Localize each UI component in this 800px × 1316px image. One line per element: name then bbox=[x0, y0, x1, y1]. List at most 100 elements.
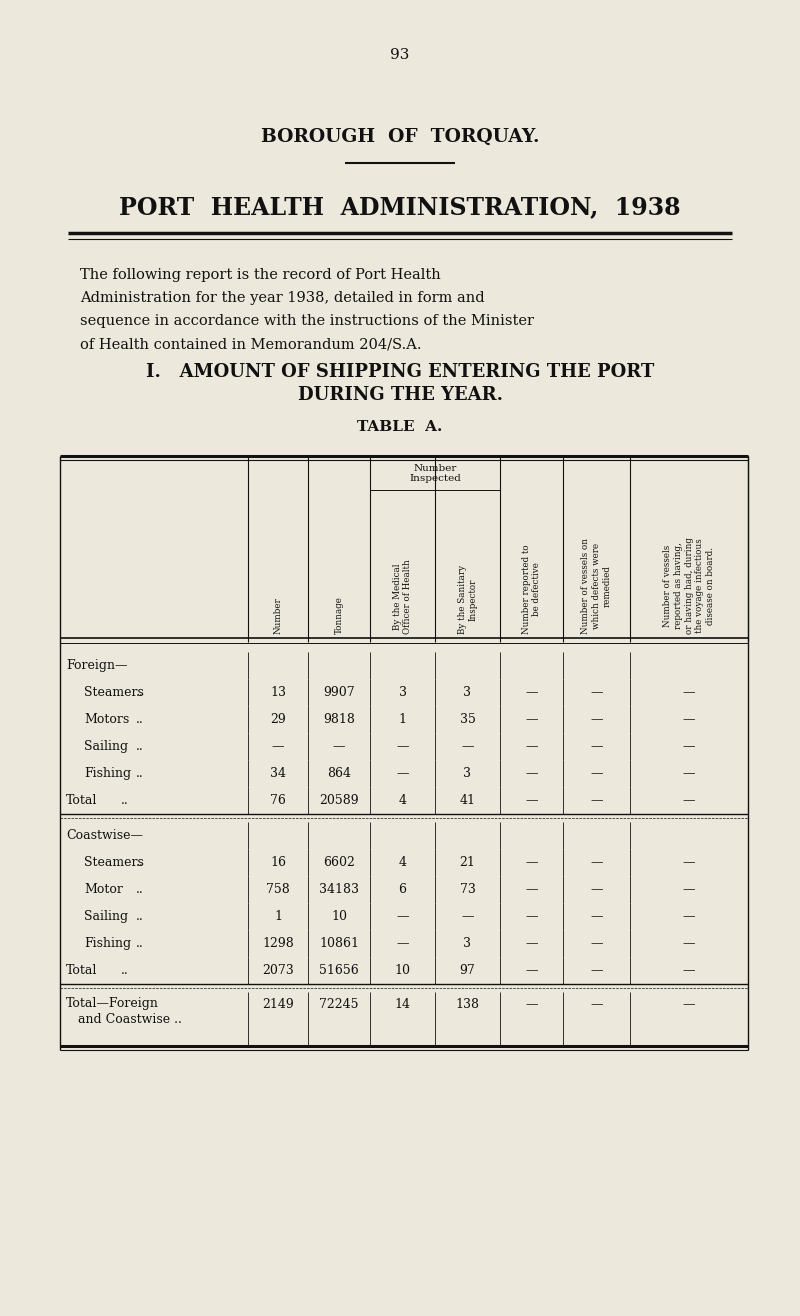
Text: 9818: 9818 bbox=[323, 713, 355, 726]
Text: 3: 3 bbox=[463, 686, 471, 699]
Text: I.   AMOUNT OF SHIPPING ENTERING THE PORT: I. AMOUNT OF SHIPPING ENTERING THE PORT bbox=[146, 363, 654, 382]
Text: —: — bbox=[682, 767, 695, 780]
Text: By the Sanitary
Inspector: By the Sanitary Inspector bbox=[458, 565, 478, 634]
Text: ..: .. bbox=[136, 855, 144, 869]
Text: 34183: 34183 bbox=[319, 883, 359, 896]
Text: 4: 4 bbox=[398, 794, 406, 807]
Text: —: — bbox=[526, 883, 538, 896]
Text: 93: 93 bbox=[390, 47, 410, 62]
Text: PORT  HEALTH  ADMINISTRATION,  1938: PORT HEALTH ADMINISTRATION, 1938 bbox=[119, 195, 681, 218]
Text: —: — bbox=[462, 909, 474, 923]
Text: —: — bbox=[682, 740, 695, 753]
Text: 10861: 10861 bbox=[319, 937, 359, 950]
Text: —: — bbox=[682, 937, 695, 950]
Text: ..: .. bbox=[136, 767, 144, 780]
Text: —: — bbox=[526, 965, 538, 976]
Text: —: — bbox=[526, 740, 538, 753]
Text: —: — bbox=[590, 794, 602, 807]
Text: —: — bbox=[272, 740, 284, 753]
Text: 35: 35 bbox=[459, 713, 475, 726]
Text: —: — bbox=[526, 767, 538, 780]
Text: Number of vessels
reported as having,
or having had, during
the voyage infectiou: Number of vessels reported as having, or… bbox=[663, 537, 715, 634]
Text: ..: .. bbox=[136, 883, 144, 896]
Text: —: — bbox=[590, 686, 602, 699]
Text: 72245: 72245 bbox=[319, 999, 358, 1012]
Text: ..: .. bbox=[136, 740, 144, 753]
Text: Steamers: Steamers bbox=[84, 686, 144, 699]
Text: 3: 3 bbox=[398, 686, 406, 699]
Text: ..: .. bbox=[136, 713, 144, 726]
Text: —: — bbox=[526, 794, 538, 807]
Text: Number reported to
be defective: Number reported to be defective bbox=[522, 545, 542, 634]
Text: 1: 1 bbox=[398, 713, 406, 726]
Text: Foreign—: Foreign— bbox=[66, 659, 127, 672]
Text: 864: 864 bbox=[327, 767, 351, 780]
Text: 3: 3 bbox=[463, 937, 471, 950]
Text: —: — bbox=[396, 909, 409, 923]
Text: 138: 138 bbox=[455, 999, 479, 1012]
Text: Number
Inspected: Number Inspected bbox=[409, 465, 461, 483]
Text: —: — bbox=[682, 909, 695, 923]
Text: ..: .. bbox=[121, 965, 129, 976]
Text: 1: 1 bbox=[274, 909, 282, 923]
Text: 6602: 6602 bbox=[323, 855, 355, 869]
Text: Fishing: Fishing bbox=[84, 937, 131, 950]
Text: —: — bbox=[526, 686, 538, 699]
Text: 34: 34 bbox=[270, 767, 286, 780]
Text: By the Medical
Officer of Health: By the Medical Officer of Health bbox=[393, 559, 412, 634]
Text: Administration for the year 1938, detailed in form and: Administration for the year 1938, detail… bbox=[80, 291, 485, 305]
Text: —: — bbox=[526, 855, 538, 869]
Text: 51656: 51656 bbox=[319, 965, 359, 976]
Text: 76: 76 bbox=[270, 794, 286, 807]
Text: Steamers: Steamers bbox=[84, 855, 144, 869]
Text: —: — bbox=[526, 909, 538, 923]
Text: Coastwise—: Coastwise— bbox=[66, 829, 143, 842]
Text: —: — bbox=[396, 740, 409, 753]
Text: —: — bbox=[590, 909, 602, 923]
Text: ..: .. bbox=[136, 937, 144, 950]
Text: —: — bbox=[590, 965, 602, 976]
Text: Motors: Motors bbox=[84, 713, 130, 726]
Text: ..: .. bbox=[136, 909, 144, 923]
Text: 4: 4 bbox=[398, 855, 406, 869]
Text: —: — bbox=[682, 794, 695, 807]
Text: 29: 29 bbox=[270, 713, 286, 726]
Text: 2073: 2073 bbox=[262, 965, 294, 976]
Text: 13: 13 bbox=[270, 686, 286, 699]
Text: Tonnage: Tonnage bbox=[334, 596, 343, 634]
Text: of Health contained in Memorandum 204/S.A.: of Health contained in Memorandum 204/S.… bbox=[80, 337, 422, 351]
Text: —: — bbox=[682, 713, 695, 726]
Text: —: — bbox=[590, 713, 602, 726]
Text: 3: 3 bbox=[463, 767, 471, 780]
Text: and Coastwise ..: and Coastwise .. bbox=[78, 1013, 182, 1026]
Text: 97: 97 bbox=[460, 965, 475, 976]
Text: —: — bbox=[682, 883, 695, 896]
Text: —: — bbox=[590, 767, 602, 780]
Text: DURING THE YEAR.: DURING THE YEAR. bbox=[298, 386, 502, 404]
Text: sequence in accordance with the instructions of the Minister: sequence in accordance with the instruct… bbox=[80, 315, 534, 328]
Text: 16: 16 bbox=[270, 855, 286, 869]
Text: —: — bbox=[682, 999, 695, 1012]
Text: 21: 21 bbox=[459, 855, 475, 869]
Text: Number: Number bbox=[274, 597, 282, 634]
Text: —: — bbox=[682, 855, 695, 869]
Text: 20589: 20589 bbox=[319, 794, 359, 807]
Text: —: — bbox=[590, 937, 602, 950]
Text: —: — bbox=[590, 740, 602, 753]
Text: 6: 6 bbox=[398, 883, 406, 896]
Text: 1298: 1298 bbox=[262, 937, 294, 950]
Text: Sailing: Sailing bbox=[84, 740, 128, 753]
Text: Total—Foreign: Total—Foreign bbox=[66, 998, 159, 1009]
Text: ..: .. bbox=[121, 794, 129, 807]
Text: 14: 14 bbox=[394, 999, 410, 1012]
Text: Motor: Motor bbox=[84, 883, 123, 896]
Text: —: — bbox=[526, 999, 538, 1012]
Text: The following report is the record of Port Health: The following report is the record of Po… bbox=[80, 268, 441, 282]
Text: 41: 41 bbox=[459, 794, 475, 807]
Text: 2149: 2149 bbox=[262, 999, 294, 1012]
Text: —: — bbox=[396, 937, 409, 950]
Text: —: — bbox=[682, 686, 695, 699]
Text: 9907: 9907 bbox=[323, 686, 355, 699]
Text: Total: Total bbox=[66, 965, 98, 976]
Text: BOROUGH  OF  TORQUAY.: BOROUGH OF TORQUAY. bbox=[261, 128, 539, 146]
